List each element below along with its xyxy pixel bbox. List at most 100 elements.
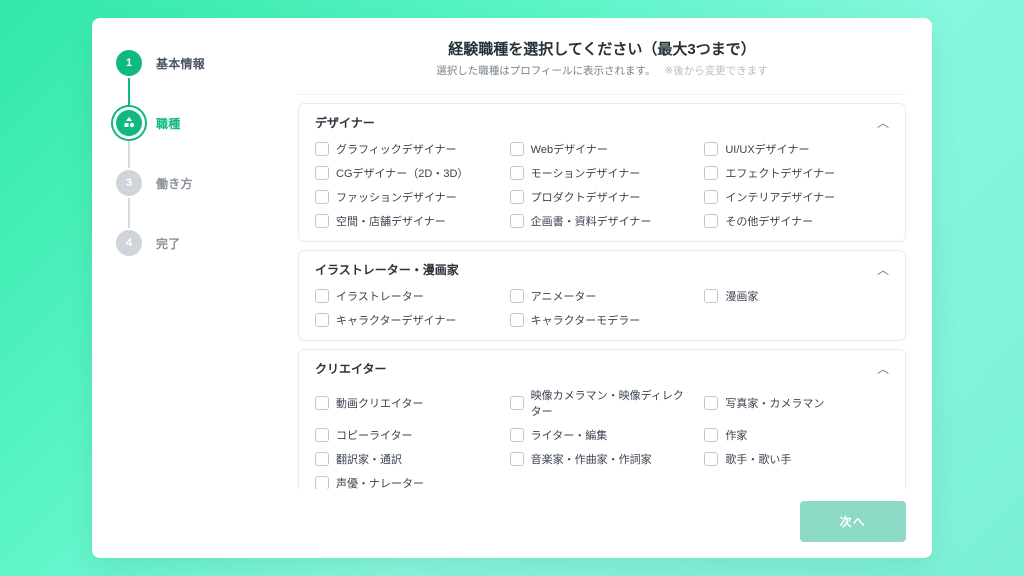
checkbox[interactable] xyxy=(510,190,524,204)
job-option[interactable]: 翻訳家・通訳 xyxy=(315,451,500,467)
checkbox[interactable] xyxy=(315,142,329,156)
section-header[interactable]: デザイナー ︿ xyxy=(299,104,905,137)
chevron-up-icon: ︿ xyxy=(877,360,889,377)
step-badge: 2 xyxy=(116,110,142,136)
job-option[interactable]: モーションデザイナー xyxy=(510,165,695,181)
job-option[interactable]: ファッションデザイナー xyxy=(315,189,500,205)
checkbox[interactable] xyxy=(315,452,329,466)
options-grid: 動画クリエイター映像カメラマン・映像ディレクター 写真家・カメラマンコピーライター… xyxy=(299,383,905,489)
job-option[interactable]: エフェクトデザイナー xyxy=(704,165,889,181)
onboarding-panel: 1基本情報2職種3働き方4完了 経験職種を選択してください（最大3つまで） 選択… xyxy=(92,18,932,558)
option-label: 歌手・歌い手 xyxy=(725,451,791,467)
section-title: デザイナー xyxy=(315,114,375,131)
checkbox[interactable] xyxy=(510,428,524,442)
checkbox[interactable] xyxy=(510,142,524,156)
job-option[interactable]: 音楽家・作曲家・作詞家 xyxy=(510,451,695,467)
job-option[interactable]: キャラクターデザイナー xyxy=(315,312,500,328)
options-grid: イラストレーター アニメーター 漫画家キャラクターデザイナー キャラクターモデラー xyxy=(299,284,905,340)
footer: 次へ xyxy=(296,489,908,558)
checkbox[interactable] xyxy=(704,142,718,156)
steps-sidebar: 1基本情報2職種3 働き方 4完了 xyxy=(92,18,272,558)
option-label: プロダクトデザイナー xyxy=(531,189,641,205)
option-label: キャラクターモデラー xyxy=(531,312,641,328)
subtitle-note: ※後から変更できます xyxy=(664,65,767,77)
checkbox[interactable] xyxy=(510,452,524,466)
job-option[interactable]: その他デザイナー xyxy=(704,213,889,229)
checkbox[interactable] xyxy=(510,313,524,327)
option-label: エフェクトデザイナー xyxy=(725,165,835,181)
job-option[interactable]: インテリアデザイナー xyxy=(704,189,889,205)
checkbox[interactable] xyxy=(315,166,329,180)
job-option[interactable]: ライター・編集 xyxy=(510,427,695,443)
option-label: キャラクターデザイナー xyxy=(336,312,456,328)
job-option[interactable]: UI/UXデザイナー xyxy=(704,141,889,157)
option-label: 企画書・資料デザイナー xyxy=(531,213,652,229)
job-option[interactable]: アニメーター xyxy=(510,288,695,304)
step-label: 働き方 xyxy=(156,175,193,192)
checkbox[interactable] xyxy=(704,428,718,442)
checkbox[interactable] xyxy=(315,214,329,228)
job-option[interactable]: 動画クリエイター xyxy=(315,387,500,419)
job-option[interactable]: 映像カメラマン・映像ディレクター xyxy=(510,387,695,419)
checkbox[interactable] xyxy=(704,289,718,303)
checkbox[interactable] xyxy=(315,313,329,327)
chevron-up-icon: ︿ xyxy=(877,114,889,131)
next-button[interactable]: 次へ xyxy=(800,501,906,542)
checkbox[interactable] xyxy=(704,190,718,204)
job-option[interactable]: 空間・店舗デザイナー xyxy=(315,213,500,229)
section-title: イラストレーター・漫画家 xyxy=(315,261,459,278)
step-badge: 1 xyxy=(116,50,142,76)
job-option[interactable]: イラストレーター xyxy=(315,288,500,304)
category-section: イラストレーター・漫画家 ︿ イラストレーター アニメーター 漫画家キャラクターデザイナ… xyxy=(298,250,906,341)
step-2: 2職種 xyxy=(116,110,272,170)
job-option[interactable]: 作家 xyxy=(704,427,889,443)
option-label: その他デザイナー xyxy=(725,213,813,229)
section-header[interactable]: イラストレーター・漫画家 ︿ xyxy=(299,251,905,284)
section-title: クリエイター xyxy=(315,360,387,377)
job-option[interactable]: プロダクトデザイナー xyxy=(510,189,695,205)
checkbox[interactable] xyxy=(510,396,524,410)
job-option[interactable]: 企画書・資料デザイナー xyxy=(510,213,695,229)
option-label: 漫画家 xyxy=(725,288,758,304)
step-1: 1基本情報 xyxy=(116,50,272,110)
job-option[interactable]: キャラクターモデラー xyxy=(510,312,695,328)
job-option[interactable]: 写真家・カメラマン xyxy=(704,387,889,419)
job-option[interactable]: コピーライター xyxy=(315,427,500,443)
option-label: イラストレーター xyxy=(336,288,424,304)
option-label: 空間・店舗デザイナー xyxy=(336,213,446,229)
checkbox[interactable] xyxy=(315,190,329,204)
step-3: 3 働き方 xyxy=(116,170,272,230)
option-label: 写真家・カメラマン xyxy=(725,395,824,411)
checkbox[interactable] xyxy=(704,396,718,410)
shapes-icon xyxy=(122,116,136,130)
checkbox[interactable] xyxy=(315,476,329,489)
checkbox[interactable] xyxy=(510,289,524,303)
job-option[interactable]: Webデザイナー xyxy=(510,141,695,157)
checkbox[interactable] xyxy=(510,166,524,180)
option-label: 声優・ナレーター xyxy=(336,475,424,489)
checkbox[interactable] xyxy=(704,452,718,466)
sections-scroll[interactable]: デザイナー ︿ グラフィックデザイナー Webデザイナー UI/UXデザイナー CGデザイ… xyxy=(296,94,908,489)
page-subtitle: 選択した職種はプロフィールに表示されます。 ※後から変更できます xyxy=(296,63,908,78)
step-label: 完了 xyxy=(156,235,180,252)
checkbox[interactable] xyxy=(315,289,329,303)
option-label: 映像カメラマン・映像ディレクター xyxy=(531,387,695,419)
step-badge: 3 xyxy=(116,170,142,196)
option-label: Webデザイナー xyxy=(531,141,608,157)
options-grid: グラフィックデザイナー Webデザイナー UI/UXデザイナー CGデザイナー（2D・… xyxy=(299,137,905,241)
checkbox[interactable] xyxy=(315,396,329,410)
checkbox[interactable] xyxy=(315,428,329,442)
job-option[interactable]: グラフィックデザイナー xyxy=(315,141,500,157)
chevron-up-icon: ︿ xyxy=(877,261,889,278)
job-option[interactable]: CGデザイナー（2D・3D） xyxy=(315,165,500,181)
option-label: インテリアデザイナー xyxy=(725,189,835,205)
job-option[interactable]: 声優・ナレーター xyxy=(315,475,500,489)
checkbox[interactable] xyxy=(704,166,718,180)
job-option[interactable]: 漫画家 xyxy=(704,288,889,304)
section-header[interactable]: クリエイター ︿ xyxy=(299,350,905,383)
step-4: 4完了 xyxy=(116,230,272,290)
job-option[interactable]: 歌手・歌い手 xyxy=(704,451,889,467)
checkbox[interactable] xyxy=(704,214,718,228)
checkbox[interactable] xyxy=(510,214,524,228)
option-label: グラフィックデザイナー xyxy=(336,141,457,157)
